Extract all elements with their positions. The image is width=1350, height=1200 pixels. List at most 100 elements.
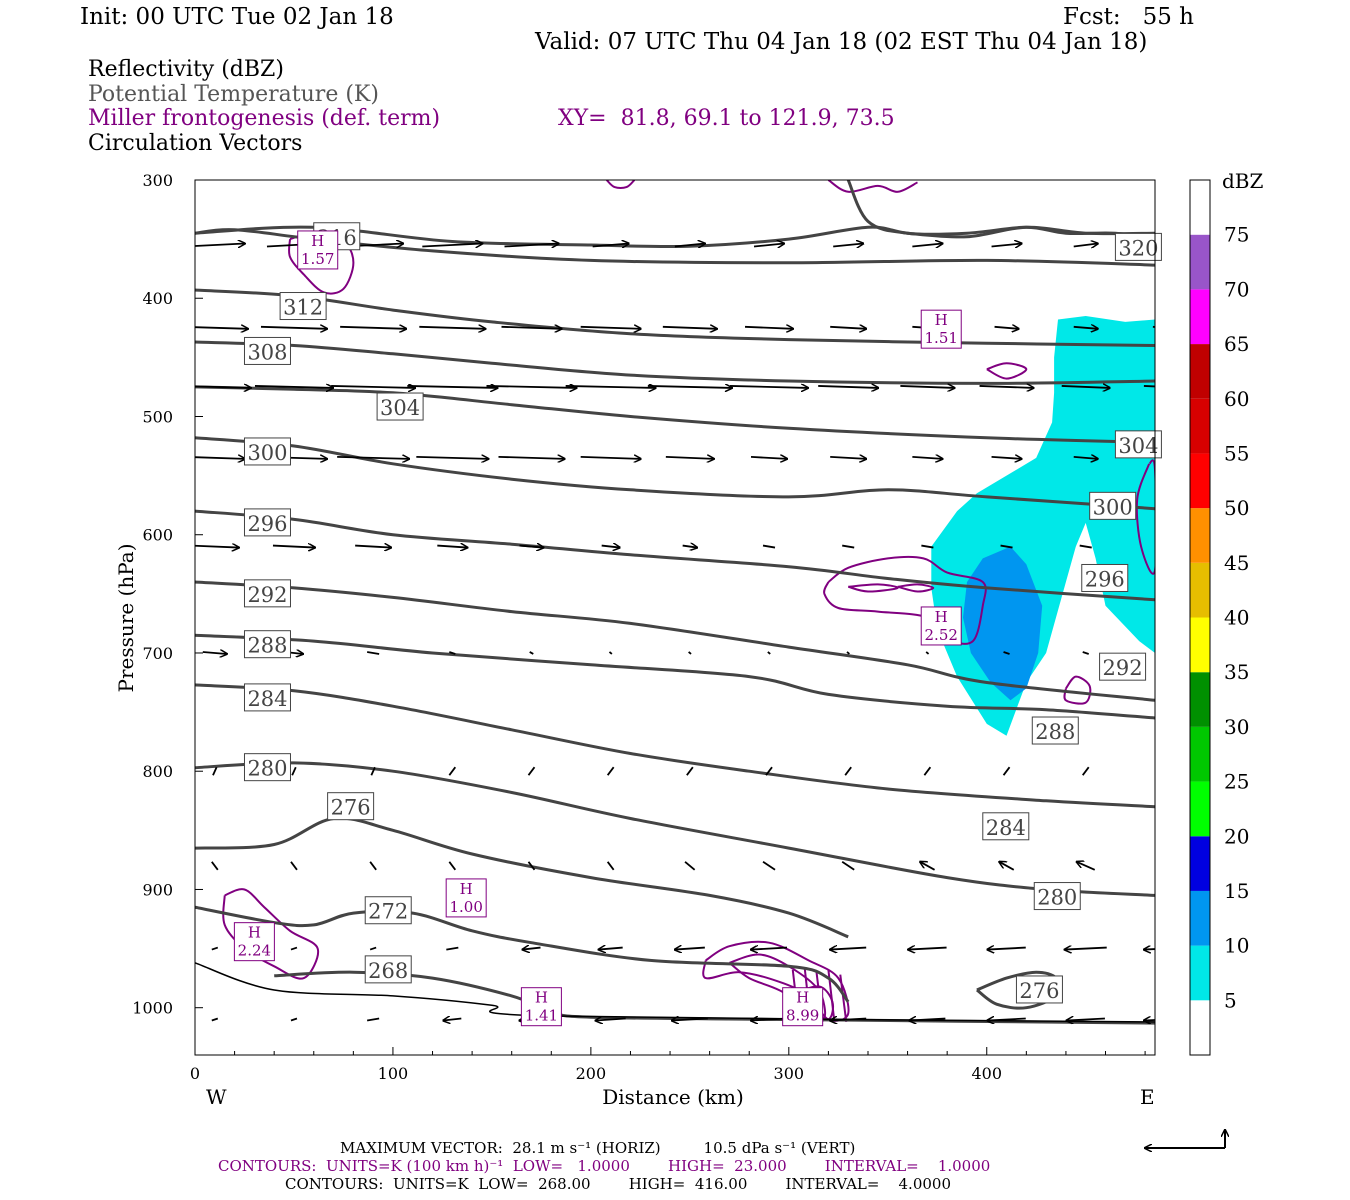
- theta-label-box: [364, 955, 412, 984]
- circulation-vector: [729, 386, 808, 388]
- circulation-vector: [272, 546, 315, 548]
- circulation-vector: [1000, 544, 1013, 549]
- colorbar: 5 10 15 20 25 30 35 40 45 50 55 60 65 70 75 dBZ: [1189, 169, 1264, 1056]
- colorbar-label-70: 70: [1224, 277, 1249, 301]
- circulation-vector: [750, 457, 787, 459]
- max-label-value: 1.51: [925, 329, 958, 347]
- reference-vector: [1145, 1130, 1225, 1148]
- circulation-vector: [665, 457, 714, 459]
- circulation-vector: [841, 861, 855, 871]
- circulation-vector: [994, 327, 1019, 329]
- circulation-vector: [1156, 862, 1174, 870]
- colorbar-bin-35: [1190, 617, 1210, 673]
- circulation-vector: [1079, 544, 1092, 549]
- theta-contour-292: [195, 580, 1155, 702]
- circulation-vector: [202, 652, 227, 654]
- theta-label-292: 292: [1103, 656, 1143, 680]
- circulation-vector: [337, 457, 409, 459]
- theta-contour-284: [195, 683, 1155, 809]
- circulation-vector: [1073, 327, 1098, 329]
- theta-contour-288: [195, 633, 1155, 720]
- circulation-vector: [1152, 325, 1155, 328]
- frontogenesis-contour: [839, 974, 848, 1023]
- circulation-vector: [290, 1017, 298, 1022]
- theta-label-box: [243, 579, 291, 608]
- circulation-vector: [830, 327, 866, 329]
- max-label-h: H: [535, 989, 548, 1007]
- max-label-h: H: [935, 311, 948, 329]
- theta-label-320: 320: [1118, 236, 1158, 260]
- circulation-vector: [369, 946, 377, 951]
- frontogenesis-contour: [823, 555, 987, 645]
- circulation-vector: [1067, 1019, 1105, 1021]
- circulation-vector: [830, 948, 867, 950]
- circulation-vector: [751, 948, 788, 950]
- frontogenesis-contour: [605, 180, 636, 189]
- circulation-vector: [519, 546, 543, 548]
- x-tick-label: 200: [576, 1064, 607, 1083]
- colorbar-label-35: 35: [1224, 660, 1249, 684]
- circulation-vector: [501, 327, 561, 329]
- circulation-vector: [606, 766, 615, 776]
- y-tick-label: 700: [142, 644, 173, 663]
- circulation-vector: [842, 544, 855, 549]
- circulation-vector: [1144, 948, 1155, 950]
- circulation-vector: [407, 386, 497, 388]
- circulation-vector: [195, 327, 248, 329]
- circulation-vector: [674, 244, 705, 247]
- circulation-vector: [340, 327, 406, 329]
- theta-label-284: 284: [247, 687, 287, 711]
- y-tick-label: 800: [142, 762, 173, 781]
- axes: 0 100 200 300 400 300 400 500 600 700 800 900 1000: [132, 171, 1146, 1083]
- plot-frame: [194, 179, 1156, 1056]
- circulation-vector: [844, 766, 852, 776]
- forecast-hour: Fcst: 55 h: [1063, 4, 1194, 30]
- circulation-vector: [909, 1019, 946, 1021]
- circulation-vector: [527, 861, 536, 871]
- theta-label-box: [1015, 975, 1063, 1004]
- y-tick-label: 300: [142, 171, 173, 190]
- circulation-vector: [686, 766, 694, 776]
- colorbar-label-65: 65: [1224, 332, 1249, 356]
- circulation-vector: [682, 546, 697, 548]
- colorbar-bin-60: [1190, 344, 1210, 399]
- circulation-vector: [448, 766, 457, 776]
- theta-contour-272: [195, 905, 850, 1003]
- colorbar-bin-10: [1190, 890, 1210, 946]
- colorbar-label-40: 40: [1224, 606, 1249, 630]
- theta-label-box: [1114, 430, 1162, 459]
- legend-frontogenesis: Miller frontogenesis (def. term): [88, 106, 441, 131]
- circulation-vector: [833, 244, 863, 247]
- theta-label-box: [1089, 491, 1137, 520]
- circulation-vector: [979, 386, 1034, 388]
- circulation-vector: [1002, 766, 1011, 776]
- frontogenesis-contour: [847, 583, 899, 593]
- theta-label-276: 276: [1019, 979, 1059, 1003]
- circulation-vector: [527, 766, 536, 776]
- circulation-vector: [565, 386, 656, 388]
- colorbar-bin-45: [1190, 508, 1210, 563]
- circulation-vector: [818, 386, 878, 388]
- circulation-vector: [912, 457, 942, 459]
- circulation-vector: [419, 327, 485, 329]
- cross-section-endpoints: XY= 81.8, 69.1 to 121.9, 73.5: [558, 106, 895, 131]
- frontogenesis-contour: [702, 940, 850, 1022]
- max-label-value: 2.24: [238, 942, 271, 960]
- frontogenesis-contour: [728, 953, 827, 1019]
- colorbar-bin: [1190, 1000, 1210, 1055]
- theta-label-box: [1031, 716, 1079, 745]
- max-label-box: [920, 606, 962, 646]
- circulation-vector: [529, 651, 534, 655]
- circulation-vector: [1143, 385, 1155, 388]
- colorbar-bin-5: [1190, 945, 1210, 1001]
- circulation-vector: [923, 766, 932, 776]
- circulation-vector: [260, 327, 327, 329]
- max-label-value: 8.99: [786, 1007, 819, 1025]
- circulation-vector: [211, 861, 219, 871]
- max-label-box: [520, 987, 562, 1027]
- circulation-vector: [753, 244, 784, 247]
- colorbar-label-60: 60: [1224, 387, 1249, 411]
- circulation-vector: [672, 1019, 708, 1021]
- circulation-vector: [254, 386, 333, 388]
- colorbar-bin-25: [1190, 726, 1210, 782]
